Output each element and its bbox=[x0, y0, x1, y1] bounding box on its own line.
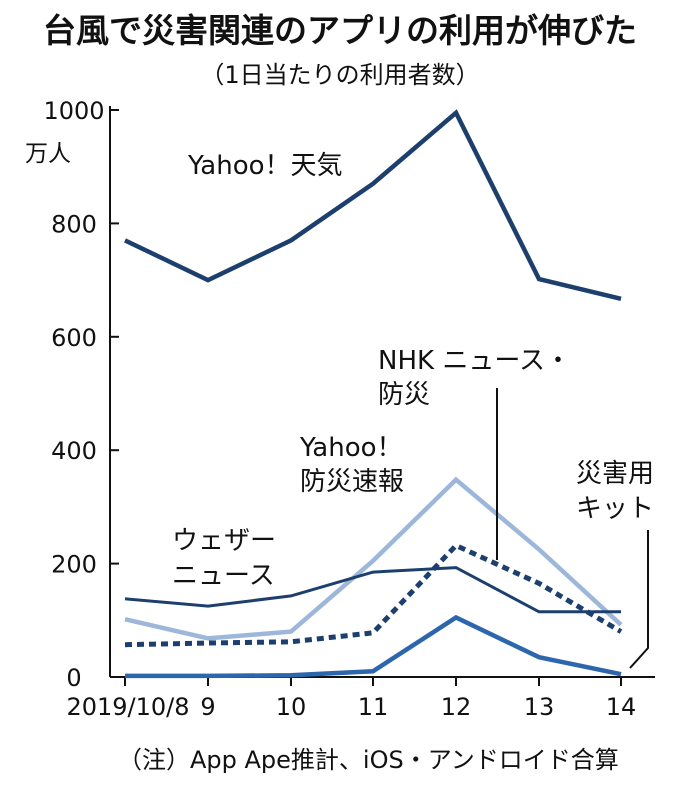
series-line bbox=[124, 476, 623, 641]
y-tick-label: 600 bbox=[51, 324, 97, 352]
y-tick-label: 0 bbox=[66, 664, 81, 692]
y-tick-label: 800 bbox=[51, 210, 97, 238]
series-label: キット bbox=[576, 494, 654, 524]
series-label: 災害用 bbox=[576, 459, 654, 489]
series-line bbox=[124, 542, 623, 648]
series-label: Yahoo！ bbox=[299, 433, 403, 463]
y-tick-label: 400 bbox=[51, 437, 97, 465]
y-axis-unit: 万人 bbox=[25, 141, 71, 167]
series-label: Yahoo！天気 bbox=[187, 151, 343, 181]
x-tick-label: 2019/10/8 bbox=[66, 693, 189, 721]
series-line bbox=[124, 109, 622, 301]
series-label: NHK ニュース・ bbox=[378, 346, 571, 376]
series-line bbox=[124, 566, 621, 614]
chart-title: 台風で災害関連のアプリの利用が伸びた bbox=[43, 11, 637, 50]
x-tick-label: 11 bbox=[358, 693, 389, 721]
x-tick-label: 10 bbox=[276, 693, 307, 721]
leader-line bbox=[629, 530, 649, 669]
y-tick-label: 1000 bbox=[43, 97, 104, 125]
x-tick-label: 9 bbox=[200, 693, 215, 721]
series-label: 防災速報 bbox=[300, 467, 404, 497]
x-tick-label: 13 bbox=[524, 693, 555, 721]
series-label: ニュース bbox=[172, 561, 275, 591]
y-tick-label: 200 bbox=[51, 551, 97, 579]
series-label: ウェザー bbox=[172, 526, 276, 556]
series-line bbox=[125, 614, 622, 679]
chart-note: （注）App Ape推計、iOS・アンドロイド合算 bbox=[118, 746, 619, 774]
chart-subtitle: （1日当たりの利用者数） bbox=[200, 61, 480, 89]
x-tick-label: 12 bbox=[441, 693, 472, 721]
series-label: 防災 bbox=[378, 380, 430, 410]
x-tick-label: 14 bbox=[606, 693, 637, 721]
